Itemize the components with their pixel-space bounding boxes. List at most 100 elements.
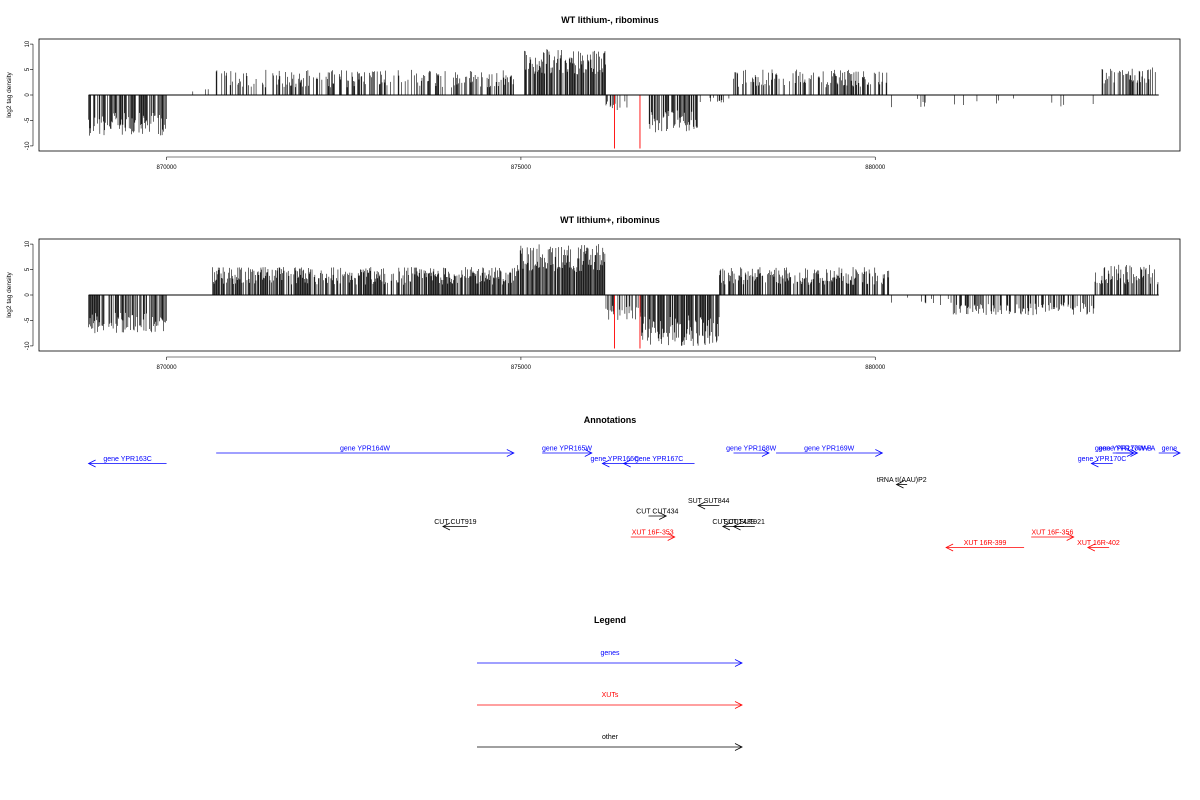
bar-series xyxy=(88,49,1159,149)
annotation-arrow-arrowhead xyxy=(1090,459,1099,468)
plot-frame xyxy=(38,38,1181,152)
annotation-arrow-arrowhead xyxy=(875,449,884,457)
annotation-feature: XUT 16F-353 xyxy=(630,530,676,541)
y-tick-label: 10 xyxy=(25,240,31,247)
y-axis-label: log2 tag density xyxy=(6,271,13,317)
legend-title: Legend xyxy=(594,615,626,625)
annotation-feature: gene YPR165W xyxy=(542,446,593,457)
annotation-arrow-arrowhead xyxy=(1066,533,1075,541)
y-tick-label: -10 xyxy=(25,341,31,350)
legend-items: genes XUTs other xyxy=(477,650,743,751)
annotation-label: CUT CUT434 xyxy=(636,509,678,516)
legend-label: XUTs xyxy=(602,692,619,699)
annotation-label: gene YPR166C xyxy=(591,456,640,463)
bar-series xyxy=(88,244,1159,349)
annotation-label: XUT 16R-399 xyxy=(964,540,1007,547)
y-axis: 10 5 0 -5 -10 xyxy=(25,240,34,350)
annotation-arrow-arrowhead xyxy=(506,449,515,457)
annotation-label: gene YPR170W-B xyxy=(1095,446,1152,453)
legend-label: other xyxy=(602,734,619,741)
legend-item: other xyxy=(477,734,743,751)
annotation-feature: XUT 16R-399 xyxy=(945,540,1025,552)
annotation-feature: gene YPR169W xyxy=(776,446,884,457)
track-panel-lithium-plus: WT lithium+, ribominus log2 tag density … xyxy=(6,215,1181,371)
annotation-arrow-arrowhead xyxy=(761,449,770,457)
x-axis: 870000 875000 880000 xyxy=(157,156,886,171)
annotation-arrow-arrowhead xyxy=(697,501,706,510)
annotation-feature: gene xyxy=(1158,446,1181,457)
x-tick-label: 870000 xyxy=(157,365,178,371)
annotation-label: gene YPR163C xyxy=(103,456,152,463)
annotation-arrow-arrowhead xyxy=(667,533,676,541)
panel-title: WT lithium-, ribominus xyxy=(561,15,659,25)
annotation-label: gene YPR168W xyxy=(726,446,776,453)
annotation-feature: gene YPR168W xyxy=(726,446,777,457)
annotation-arrow-arrowhead xyxy=(584,449,593,457)
annotation-arrow-arrowhead xyxy=(442,522,451,531)
annotations-title: Annotations xyxy=(584,415,637,425)
y-tick-label: -5 xyxy=(25,117,31,123)
x-tick-label: 875000 xyxy=(511,165,532,171)
legend-arrow-arrowhead xyxy=(734,659,743,667)
annotation-label: CUT CUT919 xyxy=(434,519,476,526)
y-tick-label: -5 xyxy=(25,317,31,323)
y-tick-label: 0 xyxy=(25,93,31,97)
annotation-label: XUT 16F-353 xyxy=(632,530,674,537)
x-tick-label: 880000 xyxy=(865,365,886,371)
annotation-label: gene YPR169W xyxy=(804,446,854,453)
annotation-arrow-arrowhead xyxy=(601,459,610,468)
annotation-feature: gene YPR166C xyxy=(591,456,640,468)
annotation-label: SUT SUT844 xyxy=(688,498,730,505)
annotation-feature: SUT SUT844 xyxy=(688,498,730,510)
annotation-feature: XUT 16R-402 xyxy=(1077,540,1120,552)
annotation-arrow-arrowhead xyxy=(732,522,741,531)
annotation-label: gene YPR170W-A xyxy=(1098,446,1155,453)
annotation-feature: SUT SUT921 xyxy=(723,519,765,531)
legend-panel: Legend genes XUTs other xyxy=(477,615,743,751)
annotation-arrow-arrowhead xyxy=(622,459,631,468)
x-tick-label: 880000 xyxy=(865,165,886,171)
track-panel-lithium-minus: WT lithium-, ribominus log2 tag density … xyxy=(6,15,1181,171)
annotation-features: gene YPR163C gene YPR164W gene YPR165W gene… xyxy=(87,446,1181,552)
annotation-feature: tRNA tI(AAU)P2 xyxy=(877,477,927,489)
annotation-feature: gene YPR163C xyxy=(87,456,167,468)
annotation-label: gene YPR164W xyxy=(340,446,390,453)
legend-arrow-arrowhead xyxy=(734,701,743,709)
annotation-feature: CUT CUT919 xyxy=(434,519,477,531)
annotation-label: gene xyxy=(1162,446,1178,453)
annotation-feature: gene YPR167C xyxy=(622,456,695,468)
annotation-label: XUT 16F-356 xyxy=(1031,530,1073,537)
annotation-arrow-arrowhead xyxy=(1172,449,1181,457)
y-tick-label: 0 xyxy=(25,293,31,297)
annotation-feature: gene YPR170C xyxy=(1078,456,1127,468)
annotation-arrow-arrowhead xyxy=(1086,543,1096,552)
annotation-label: XUT 16R-402 xyxy=(1077,540,1120,547)
plot-frame xyxy=(38,238,1181,352)
x-axis: 870000 875000 880000 xyxy=(157,356,886,371)
annotation-arrow-arrowhead xyxy=(895,480,904,489)
annotation-feature: gene YPR164W xyxy=(216,446,515,457)
annotation-label: gene YPR165W xyxy=(542,446,592,453)
y-tick-label: -10 xyxy=(25,141,31,150)
annotation-label: gene YPR170C xyxy=(1078,456,1127,463)
y-tick-label: 5 xyxy=(25,67,31,71)
y-axis-label: log2 tag density xyxy=(6,71,13,117)
annotation-label: tRNA tI(AAU)P2 xyxy=(877,477,927,484)
annotation-feature: XUT 16F-356 xyxy=(1031,530,1075,541)
y-tick-label: 10 xyxy=(25,40,31,47)
annotation-label: CUT CUT439 xyxy=(712,519,754,526)
x-tick-label: 875000 xyxy=(511,365,532,371)
x-tick-label: 870000 xyxy=(157,165,178,171)
annotation-label: gene YPR167C xyxy=(635,456,684,463)
annotation-arrow-arrowhead xyxy=(945,543,954,552)
y-axis: 10 5 0 -5 -10 xyxy=(25,40,34,150)
legend-item: XUTs xyxy=(477,692,743,709)
legend-label: genes xyxy=(600,650,620,657)
annotation-arrow-arrowhead xyxy=(659,512,668,520)
annotation-arrow-arrowhead xyxy=(87,459,96,468)
legend-item: genes xyxy=(477,650,743,667)
annotation-feature: CUT CUT434 xyxy=(636,509,679,520)
panel-title: WT lithium+, ribominus xyxy=(560,215,660,225)
